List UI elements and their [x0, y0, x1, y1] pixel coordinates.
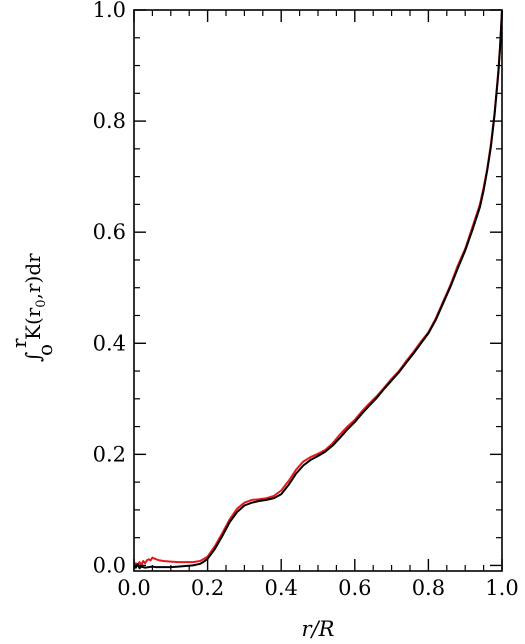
tick-labels: 0.0 0.2 0.4 0.6 0.8 1.0 0.0 0.2 0.4 0.6 0.8 1.0 — [93, 0, 519, 600]
y-axis-integral-lower: o — [33, 344, 57, 356]
series-line-2 — [133, 9, 503, 570]
y-axis-integral-symbol: ∫ — [21, 352, 45, 362]
y-tick-label: 0.4 — [93, 331, 126, 355]
y-axis-integral-upper: r — [7, 338, 31, 348]
x-axis-label: r/R — [302, 617, 335, 641]
axis-ticks — [133, 9, 503, 571]
y-tick-label: 0.0 — [93, 553, 126, 577]
plot-area — [133, 9, 503, 570]
y-tick-label: 0.8 — [93, 109, 126, 133]
y-tick-label: 1.0 — [93, 0, 126, 22]
y-axis-label-main: K(r0,r)dr — [21, 253, 49, 340]
x-tick-label: 0.2 — [191, 576, 224, 600]
y-axis-label-tail: ,r)dr — [21, 253, 45, 300]
y-axis-label-text: K(r — [21, 307, 45, 340]
x-tick-label: 1.0 — [485, 576, 518, 600]
y-tick-label: 0.2 — [93, 442, 126, 466]
y-tick-label: 0.6 — [93, 220, 126, 244]
x-tick-label: 0.6 — [338, 576, 371, 600]
x-tick-label: 0.0 — [117, 576, 150, 600]
x-tick-label: 0.8 — [412, 576, 445, 600]
y-axis-label: ∫ r o K(r0,r)dr — [7, 253, 57, 362]
series-line-1 — [133, 9, 503, 567]
x-tick-label: 0.4 — [264, 576, 297, 600]
y-axis-label-subscript: 0 — [34, 299, 49, 307]
plot-frame — [133, 9, 503, 572]
